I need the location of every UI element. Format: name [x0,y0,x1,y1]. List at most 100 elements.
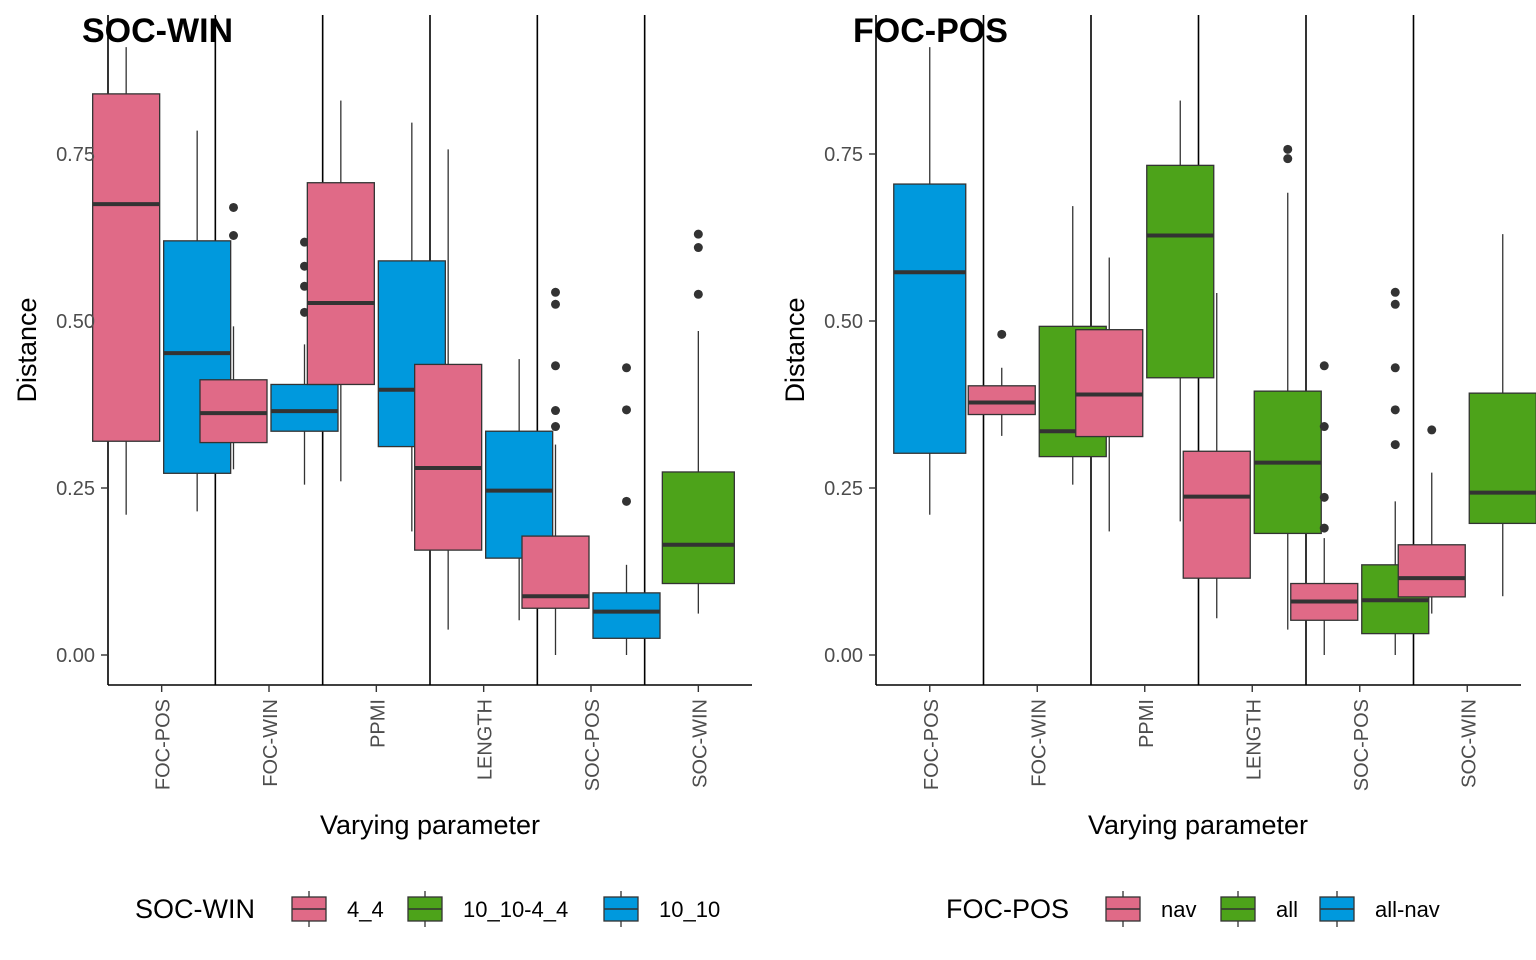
outlier-point [551,361,560,371]
legend-key-nav [1105,891,1141,927]
panel-title: FOC-POS [853,12,1008,50]
legend-label: 10_10 [659,897,720,922]
outlier-point [551,299,560,309]
legend-title: SOC-WIN [135,894,255,924]
box-ppmi-nav [1075,257,1144,532]
x-tick-label: SOC-WIN [1458,699,1480,788]
x-tick-label: SOC-POS [1351,699,1373,791]
box-body [414,363,483,551]
box-body [1468,392,1536,525]
outlier-point [1283,144,1293,154]
outlier-point [1427,425,1437,435]
box-body [661,471,735,585]
outlier-point [1319,523,1329,533]
outlier-point [1390,440,1400,450]
box-body [199,379,268,444]
legend-key-4-4 [291,891,327,927]
box-soc-pos-4-4 [521,287,590,655]
box-length-nav [1182,292,1251,619]
y-tick-label: 0.25 [824,478,863,500]
box-soc-win-nav [1397,425,1466,614]
x-tick-label: PPMI [1136,699,1158,748]
outlier-point [1283,154,1293,164]
x-tick-label: FOC-POS [153,699,175,790]
legend-key-all-nav [1319,891,1355,927]
legend-label: all [1276,897,1298,922]
outlier-point [622,496,631,506]
x-axis-title: Varying parameter [1088,810,1308,840]
y-axis-title: Distance [780,297,810,402]
box-ppmi-all [1146,100,1215,522]
box-foc-pos-4-4 [92,47,161,515]
panel-title: SOC-WIN [82,12,233,50]
y-tick-label: 0.75 [824,144,863,166]
legend [291,891,639,927]
box-body [893,183,967,454]
outlier-point [1319,422,1329,432]
legend-key-10-10 [603,891,639,927]
box-soc-win-all [1468,234,1536,597]
box-soc-pos-all [1361,287,1430,655]
box-soc-win-10-10-4-4 [661,229,735,614]
box-body [592,592,661,639]
x-tick-label: SOC-POS [582,699,604,791]
outlier-point [551,287,560,297]
box-body [1397,544,1466,598]
y-tick-label: 0.25 [56,478,95,500]
y-tick-label: 0.00 [824,645,863,667]
outlier-point [693,289,703,299]
box-length-all [1253,144,1322,630]
box-body [1075,329,1144,438]
outlier-point [1390,299,1400,309]
y-tick-label: 0.75 [56,144,95,166]
x-tick-label: SOC-WIN [689,699,711,788]
legend-title: FOC-POS [946,894,1069,924]
y-tick-label: 0.50 [824,311,863,333]
x-tick-label: FOC-WIN [1028,699,1050,787]
outlier-point [1390,363,1400,373]
box-soc-pos-10-10 [592,363,661,655]
outlier-point [551,406,560,416]
box-soc-pos-nav [1290,361,1359,655]
x-tick-label: FOC-POS [921,699,943,790]
box-body [306,182,375,386]
box-length-4-4 [414,149,483,630]
outlier-point [997,329,1007,339]
x-tick-label: LENGTH [475,699,497,780]
box-body [1146,164,1215,379]
panel-0 [92,15,752,927]
box-body [92,93,161,442]
box-foc-pos-10-10 [163,130,232,512]
legend-label: all-nav [1375,897,1440,922]
legend-label: 4_4 [347,897,384,922]
box-body [1182,450,1251,579]
y-tick-label: 0.50 [56,311,95,333]
legend-label: 10_10-4_4 [463,897,568,922]
x-axis-title: Varying parameter [320,810,540,840]
outlier-point [1319,492,1329,502]
legend [1105,891,1355,927]
legend-key-all [1220,891,1256,927]
outlier-point [229,202,238,212]
outlier-point [693,243,703,253]
box-foc-win-nav [967,329,1036,436]
x-tick-label: PPMI [367,699,389,748]
legend-key-10-10-4-4 [407,891,443,927]
outlier-point [551,422,560,432]
outlier-point [693,229,703,239]
box-foc-win-4-4 [199,202,268,470]
box-body [270,383,339,432]
outlier-point [1319,361,1329,371]
outlier-point [1390,287,1400,297]
box-ppmi-4-4 [306,100,375,482]
outlier-point [229,230,238,240]
box-body [967,385,1036,416]
box-foc-pos-all-nav [893,47,967,515]
y-axis-title: Distance [12,297,42,402]
panel-1 [869,15,1536,927]
y-tick-label: 0.00 [56,645,95,667]
outlier-point [622,363,631,373]
x-tick-label: LENGTH [1243,699,1265,780]
legend-label: nav [1161,897,1196,922]
